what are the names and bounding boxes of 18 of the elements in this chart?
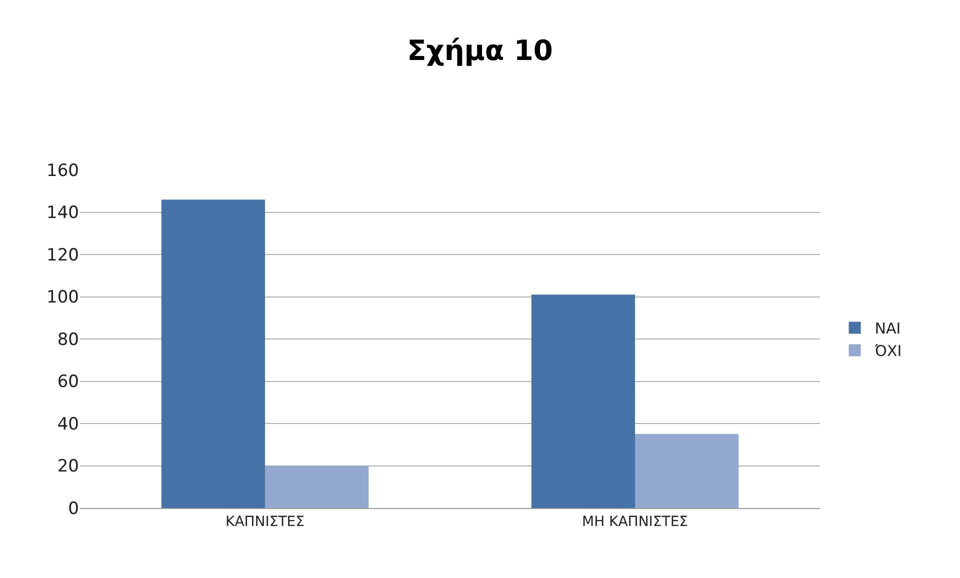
y-tick-label: 60 — [57, 372, 79, 392]
bar — [161, 200, 265, 508]
legend-label: ΌΧΙ — [874, 342, 902, 360]
y-tick-label: 40 — [57, 414, 79, 434]
y-tick-label: 140 — [46, 203, 79, 224]
y-tick-label: 80 — [57, 330, 79, 350]
y-tick-label: 160 — [46, 160, 79, 181]
x-tick-label: ΜΗ ΚΑΠΝΙΣΤΕΣ — [582, 514, 688, 530]
bar — [635, 434, 739, 508]
bar — [265, 466, 369, 508]
legend-label: ΝΑΙ — [874, 320, 901, 338]
y-tick-label: 20 — [57, 456, 79, 477]
chart-title: Σχήμα 10 — [407, 34, 553, 68]
x-tick-label: ΚΑΠΝΙΣΤΕΣ — [226, 514, 304, 530]
bar — [531, 294, 635, 508]
y-tick-label: 120 — [46, 245, 79, 266]
y-tick-label: 100 — [46, 288, 79, 308]
y-tick-label: 0 — [68, 498, 79, 519]
